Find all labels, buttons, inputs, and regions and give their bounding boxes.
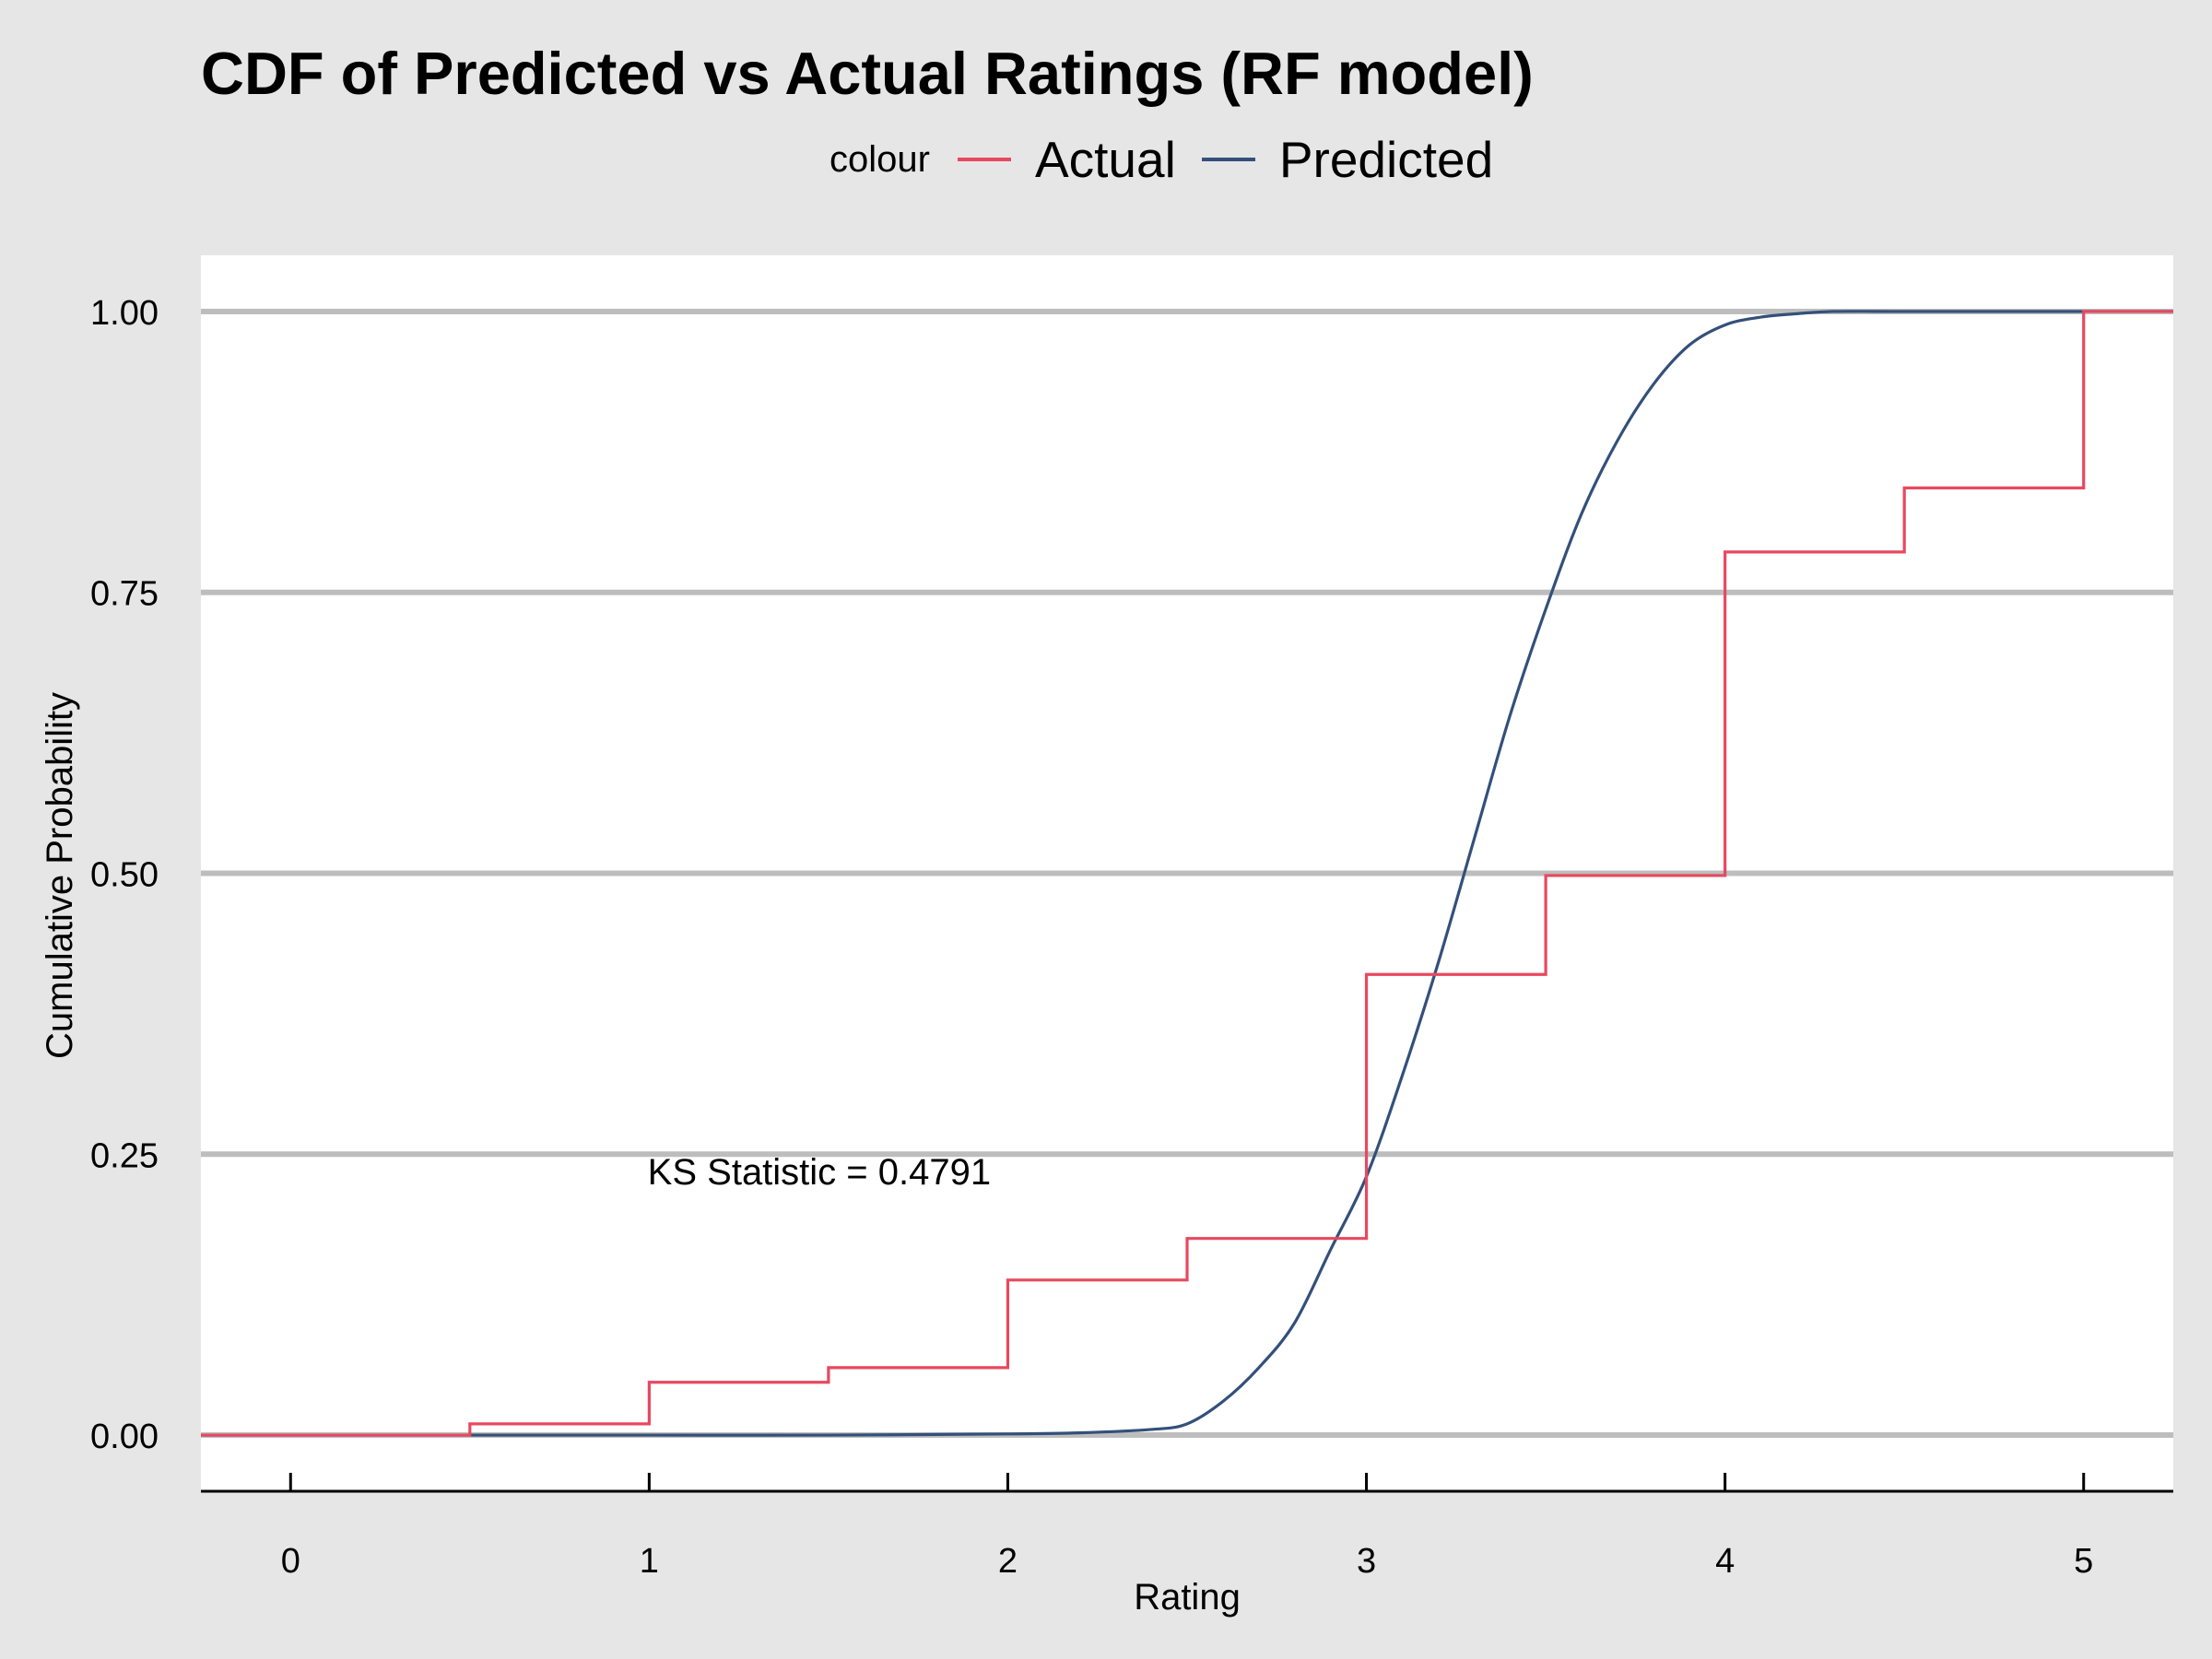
ks-annotation: KS Statistic = 0.4791 (648, 1152, 991, 1193)
legend-key-actual (957, 158, 1011, 161)
x-axis-ticks: 0 1 2 3 4 5 (281, 1473, 2093, 1581)
y-tick-label: 1.00 (90, 294, 159, 333)
y-tick-label: 0.25 (90, 1136, 159, 1175)
legend: colour Actual Predicted (830, 127, 1519, 192)
x-tick-label: 0 (281, 1542, 300, 1581)
y-tick-label: 0.50 (90, 856, 159, 895)
y-tick-label: 0.75 (90, 575, 159, 614)
y-tick-label: 0.00 (90, 1418, 159, 1456)
legend-key-predicted (1201, 158, 1255, 161)
series-line-actual (201, 310, 2173, 1437)
x-tick-label: 1 (640, 1542, 659, 1581)
x-tick-label: 3 (1357, 1542, 1376, 1581)
legend-label-actual: Actual (1034, 131, 1176, 188)
legend-title: colour (830, 138, 930, 180)
y-axis-label: Cumulative Probability (40, 692, 80, 1059)
x-tick-label: 5 (2074, 1542, 2093, 1581)
legend-item-predicted: Predicted (1201, 130, 1494, 189)
legend-item-actual: Actual (957, 130, 1176, 189)
series-line-predicted (201, 310, 2173, 1437)
x-tick-label: 4 (1715, 1542, 1735, 1581)
chart-title: CDF of Predicted vs Actual Ratings (RF m… (201, 40, 1534, 107)
series-layer (201, 310, 2173, 1437)
y-axis-ticks: 0.00 0.25 0.50 0.75 1.00 (90, 294, 159, 1456)
x-axis-label: Rating (1134, 1577, 1241, 1618)
legend-label-predicted: Predicted (1278, 131, 1494, 188)
x-tick-label: 2 (998, 1542, 1018, 1581)
